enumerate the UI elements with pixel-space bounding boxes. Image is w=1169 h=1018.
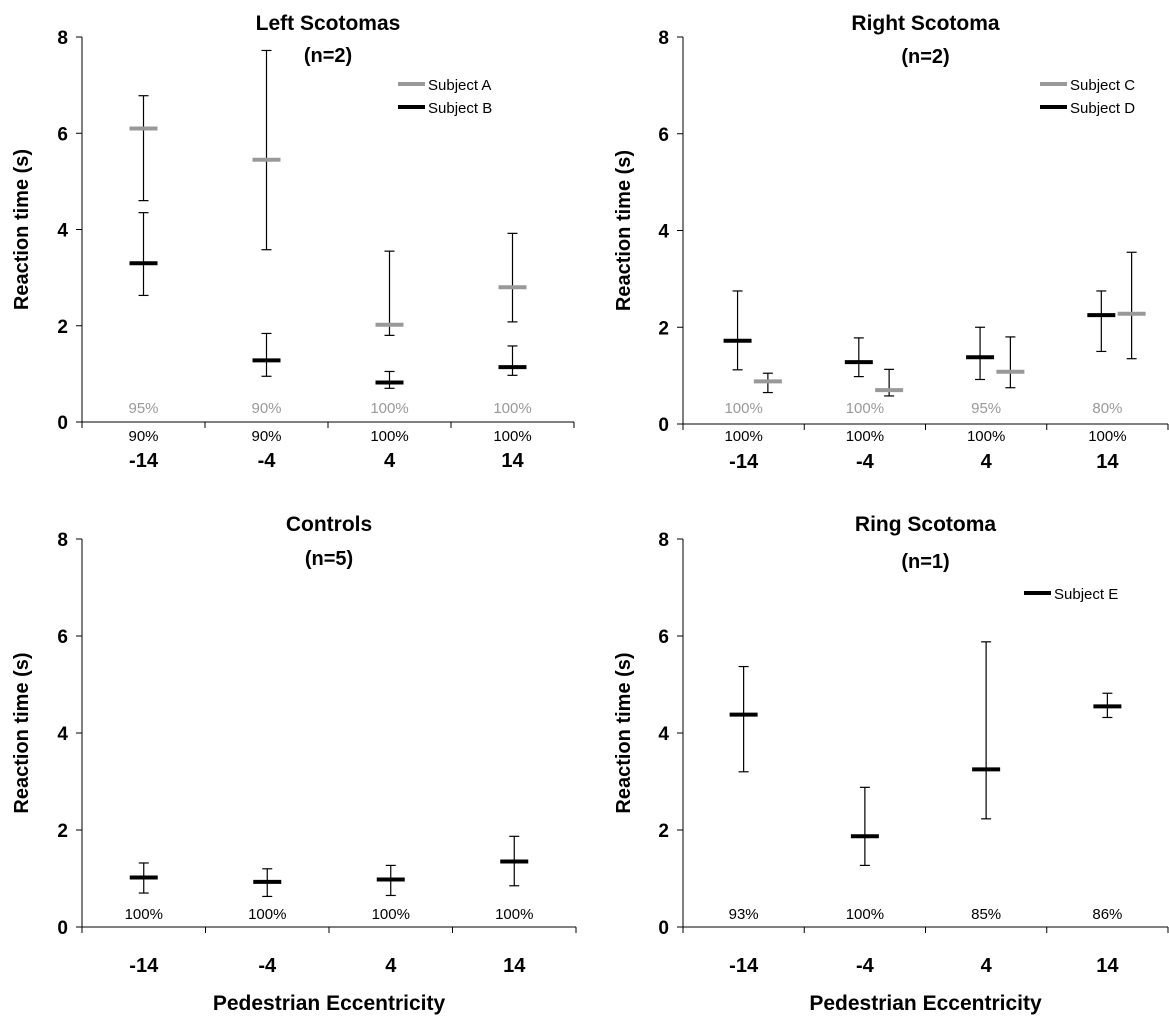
accuracy-label: 100%	[724, 428, 762, 445]
legend-label: Subject A	[428, 77, 491, 94]
y-tick-label: 4	[658, 222, 669, 243]
accuracy-label: 90%	[128, 428, 158, 445]
chart-panel-3: Controls (n=5) Reaction time (s) 0 2 4 6 8 -14 -4…	[11, 513, 577, 1015]
y-tick-label: 2	[57, 821, 68, 842]
x-tick-label: -14	[729, 451, 759, 473]
chart-subtitle: (n=2)	[901, 46, 949, 68]
series-subject-e	[729, 641, 1122, 867]
x-tick-label: 14	[503, 955, 526, 977]
x-tick-label: -4	[258, 955, 277, 977]
chart-title: Ring Scotoma	[855, 513, 996, 536]
y-tick-label: 0	[57, 413, 68, 434]
y-tick-label: 8	[57, 28, 68, 49]
x-tick-label: 4	[384, 450, 396, 472]
y-tick-label: 2	[57, 317, 68, 338]
accuracy-label: 100%	[125, 906, 163, 923]
accuracy-label: 100%	[370, 428, 408, 445]
accuracy-label: 95%	[971, 400, 1001, 417]
y-tick-label: 6	[57, 627, 68, 648]
accuracy-label: 100%	[370, 400, 408, 417]
accuracy-label: 100%	[724, 400, 762, 417]
y-axis-label: Reaction time (s)	[11, 652, 33, 813]
accuracy-label: 100%	[495, 906, 533, 923]
accuracy-label: 93%	[729, 906, 759, 923]
y-tick-label: 0	[658, 918, 669, 939]
x-axis-label: Pedestrian Eccentricity	[213, 992, 446, 1015]
y-tick-label: 4	[658, 724, 669, 745]
accuracy-label: 86%	[1092, 906, 1122, 923]
series-subject-d	[723, 290, 1116, 381]
x-tick-label: 4	[385, 955, 397, 977]
y-tick-label: 8	[658, 530, 669, 551]
y-axis-label: Reaction time (s)	[613, 150, 635, 311]
accuracy-label: 90%	[251, 428, 281, 445]
x-tick-label: -4	[856, 451, 875, 473]
y-tick-label: 2	[658, 821, 669, 842]
accuracy-label: 100%	[846, 906, 884, 923]
chart-title: Right Scotoma	[851, 12, 999, 35]
chart-panel-1: Left Scotomas (n=2) Reaction time (s) 0 2 4 6 8…	[11, 12, 575, 472]
y-tick-label: 0	[658, 415, 669, 436]
y-tick-label: 6	[658, 627, 669, 648]
x-tick-label: -14	[129, 955, 159, 977]
x-tick-label: -14	[129, 450, 159, 472]
y-tick-label: 4	[57, 724, 68, 745]
series-subject-a	[129, 49, 527, 336]
accuracy-label: 100%	[967, 428, 1005, 445]
x-tick-label: 14	[1096, 955, 1119, 977]
y-axis-label: Reaction time (s)	[11, 149, 33, 310]
y-tick-label: 6	[658, 125, 669, 146]
chart-panel-4: Ring Scotoma (n=1) Reaction time (s) 0 2 4 6 8 -…	[613, 513, 1169, 1015]
series-subject-c	[753, 251, 1146, 397]
y-tick-label: 8	[57, 530, 68, 551]
accuracy-label: 100%	[846, 428, 884, 445]
chart-title: Left Scotomas	[256, 12, 401, 35]
accuracy-label: 80%	[1092, 400, 1122, 417]
x-tick-label: 14	[1096, 451, 1119, 473]
x-axis-label: Pedestrian Eccentricity	[809, 992, 1042, 1015]
chart-subtitle: (n=5)	[305, 548, 353, 570]
x-tick-label: 4	[981, 955, 993, 977]
chart-subtitle: (n=2)	[304, 45, 352, 67]
x-tick-label: -14	[729, 955, 759, 977]
accuracy-label: 100%	[846, 400, 884, 417]
accuracy-label: 100%	[372, 906, 410, 923]
legend-label: Subject E	[1054, 586, 1118, 603]
series-controls	[129, 835, 529, 898]
legend-label: Subject C	[1070, 77, 1135, 94]
y-tick-label: 2	[658, 318, 669, 339]
x-tick-label: -4	[856, 955, 875, 977]
chart-title: Controls	[286, 513, 372, 536]
accuracy-label: 100%	[493, 400, 531, 417]
x-tick-label: -4	[258, 450, 277, 472]
accuracy-label: 95%	[128, 400, 158, 417]
chart-subtitle: (n=1)	[901, 551, 949, 573]
y-tick-label: 6	[57, 124, 68, 145]
x-tick-label: 14	[501, 450, 524, 472]
y-axis-label: Reaction time (s)	[613, 652, 635, 813]
y-tick-label: 4	[57, 221, 68, 242]
accuracy-label: 100%	[1088, 428, 1126, 445]
legend-label: Subject B	[428, 100, 492, 117]
accuracy-label: 100%	[493, 428, 531, 445]
y-tick-label: 0	[57, 918, 68, 939]
accuracy-label: 90%	[251, 400, 281, 417]
x-tick-label: 4	[981, 451, 993, 473]
accuracy-label: 100%	[248, 906, 286, 923]
accuracy-label: 85%	[971, 906, 1001, 923]
chart-panel-2: Right Scotoma (n=2) Reaction time (s) 0 2 4 6 8…	[613, 12, 1169, 473]
legend-label: Subject D	[1070, 100, 1135, 117]
series-subject-b	[129, 212, 527, 389]
y-tick-label: 8	[658, 28, 669, 49]
